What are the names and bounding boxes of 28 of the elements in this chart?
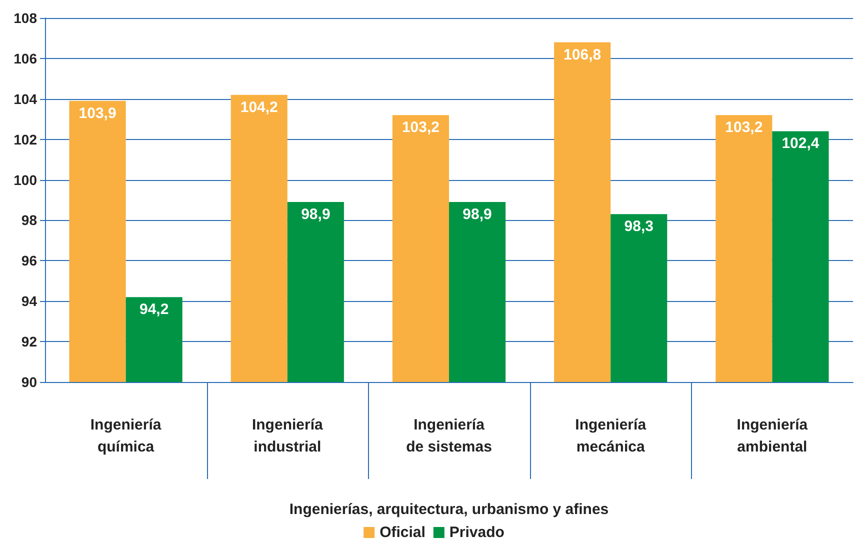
y-tick-label: 108 xyxy=(14,10,38,26)
y-tick-label: 106 xyxy=(14,50,38,66)
x-tick-label: Ingeniería de sistemas xyxy=(406,416,492,456)
y-tick-label: 102 xyxy=(14,131,38,148)
legend-label: Privado xyxy=(449,524,504,541)
y-tick-label: 92 xyxy=(21,334,38,350)
legend-label: Oficial xyxy=(380,524,426,541)
y-tick-label: 90 xyxy=(21,374,38,390)
y-tick-label: 94 xyxy=(21,293,38,310)
data-label: 106,8 xyxy=(564,46,602,64)
data-label: 102,4 xyxy=(782,135,820,152)
x-tick-label: Ingeniería mecánica xyxy=(575,416,647,456)
data-label: 103,2 xyxy=(402,119,440,136)
data-label: 98,9 xyxy=(462,206,492,224)
data-label: 98,9 xyxy=(301,206,330,224)
x-tick-label: Ingeniería química xyxy=(90,416,162,456)
x-tick-label: Ingeniería industrial xyxy=(252,416,324,456)
y-tick-label: 104 xyxy=(14,90,38,107)
x-axis-title: Ingenierías, arquitectura, urbanismo y afines xyxy=(289,501,609,518)
y-tick-label: 100 xyxy=(14,172,38,188)
data-label: 94,2 xyxy=(139,301,169,318)
data-label: 98,3 xyxy=(624,218,654,236)
data-label: 104,2 xyxy=(240,98,278,116)
data-label: 103,2 xyxy=(725,119,763,136)
y-tick-label: 96 xyxy=(21,252,38,269)
x-tick-label: Ingeniería ambiental xyxy=(736,416,808,456)
y-tick-label: 98 xyxy=(21,212,38,228)
data-label: 103,9 xyxy=(78,104,116,122)
